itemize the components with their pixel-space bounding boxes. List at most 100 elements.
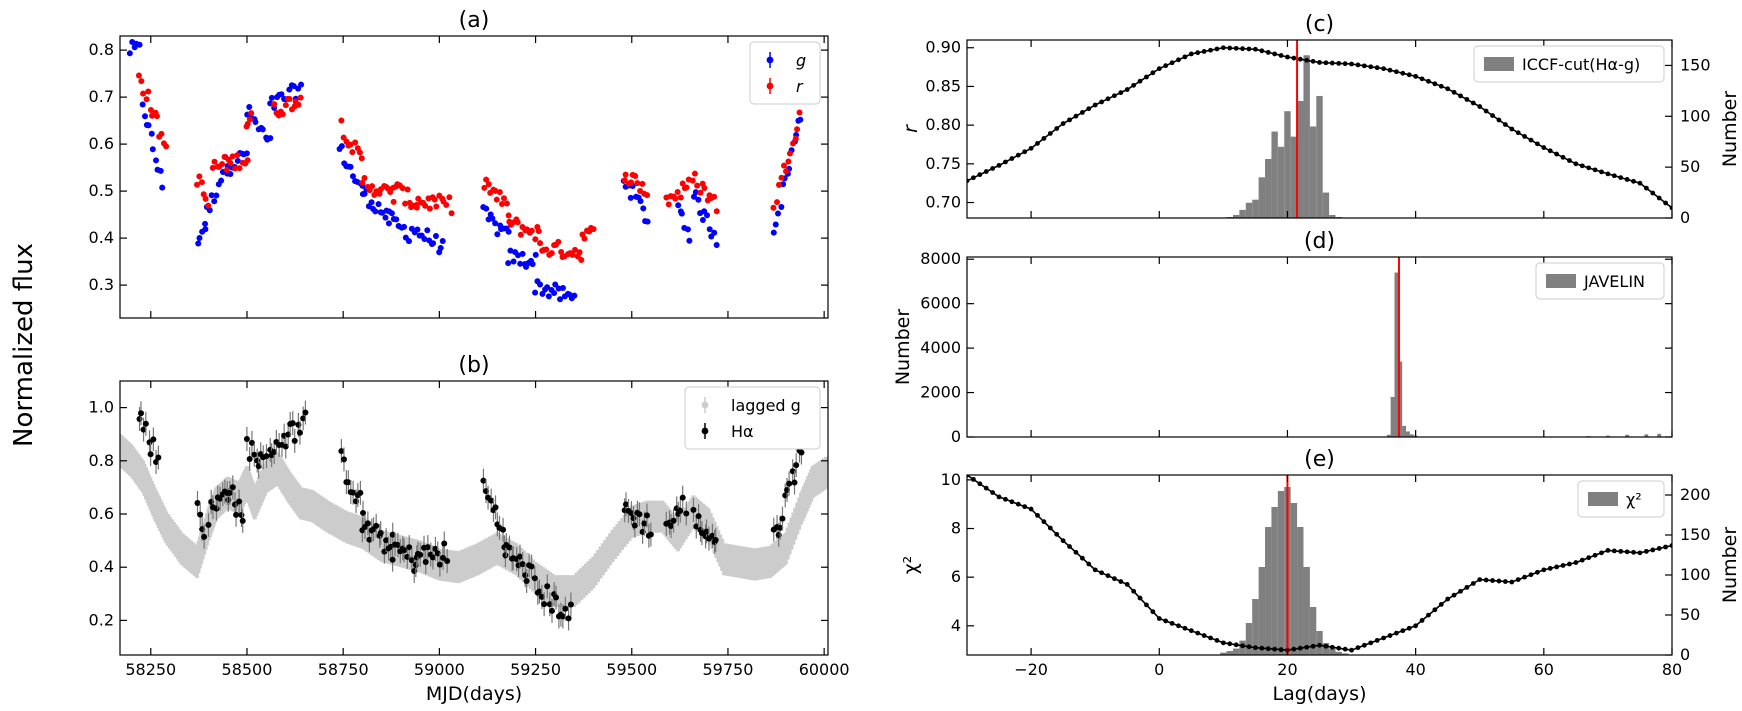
r-point [485, 181, 492, 188]
axes-frame [966, 256, 1673, 438]
lagged-g-point [394, 533, 399, 566]
g-point [196, 234, 203, 241]
y-tick-label: 0.8 [89, 451, 114, 470]
halpha-point [793, 462, 800, 469]
histogram-bar [1220, 652, 1227, 655]
lagged-g-point [600, 543, 605, 576]
r-point [433, 203, 440, 210]
curve-point [1586, 165, 1592, 171]
r-point [581, 235, 588, 242]
r-point [163, 143, 170, 150]
curve-point [1432, 81, 1438, 87]
lagged-g-point [379, 529, 384, 562]
r-point [621, 177, 628, 184]
curve-point [1400, 70, 1406, 76]
x-tick-label: 58500 [222, 660, 273, 679]
r-point [376, 190, 383, 197]
lagged-g-point [442, 549, 447, 582]
r-point [786, 150, 793, 157]
lagged-g-point [325, 500, 330, 533]
curve-point [1208, 635, 1213, 641]
halpha-point [300, 415, 307, 422]
histogram-bar [1245, 623, 1253, 655]
curve-point [1182, 625, 1188, 631]
halpha-point [434, 550, 441, 557]
curve-point [1285, 54, 1290, 60]
r-point [347, 141, 354, 148]
curve-point [1278, 53, 1284, 58]
curve-point [1195, 630, 1201, 636]
curve-point [1073, 549, 1079, 555]
g-point [267, 135, 274, 142]
curve-point [1419, 76, 1425, 82]
curve-point [1547, 148, 1553, 154]
r-point [794, 126, 801, 133]
g-point [711, 229, 718, 236]
halpha-point [291, 437, 298, 444]
curve-point [1355, 62, 1361, 68]
lagged-g-point [454, 550, 459, 583]
legend-label: g [796, 51, 806, 70]
g-point [349, 173, 356, 180]
r-point [413, 202, 420, 209]
g-point [532, 289, 539, 296]
curve-point [1176, 623, 1181, 629]
g-point [382, 214, 389, 221]
r-point [422, 202, 429, 209]
y-tick-label: 0 [951, 427, 961, 446]
lagged-g-point [372, 524, 377, 557]
histogram-bar [1625, 434, 1630, 437]
g-point [483, 205, 490, 212]
curve-point [1567, 561, 1572, 567]
curve-point [1445, 596, 1451, 602]
halpha-point [197, 511, 204, 518]
g-point [202, 220, 209, 227]
curve-point [1009, 499, 1015, 505]
r-point [569, 251, 576, 258]
r-point [496, 189, 503, 196]
legend-marker [766, 82, 774, 90]
plot-area [967, 475, 1672, 655]
r-point [499, 200, 506, 207]
r-point [404, 186, 411, 193]
curve-point [1112, 576, 1117, 582]
halpha-point [389, 531, 396, 538]
curve-point [1515, 577, 1521, 582]
y2-axis-label: Number [1719, 91, 1741, 168]
curve-point [1099, 99, 1104, 105]
r-point [205, 202, 212, 209]
curve-point [1361, 642, 1367, 648]
r-point [770, 204, 777, 211]
lagged-g-point [538, 565, 543, 598]
g-point [690, 193, 697, 200]
lagged-g-point [463, 548, 468, 581]
panel-b: 58250 58500 58750 59000 59250 59500 59750 60000… [89, 353, 850, 705]
halpha-point [546, 601, 553, 608]
legend-marker [1484, 57, 1514, 71]
halpha-point [703, 528, 710, 535]
r-point [711, 193, 718, 200]
halpha-point [709, 532, 716, 539]
y-tick-label: 0.75 [925, 154, 961, 173]
halpha-point [246, 456, 253, 463]
r-point [402, 200, 409, 207]
legend-label: Hα [731, 422, 754, 441]
lagged-g-point [620, 518, 625, 550]
halpha-point [538, 593, 545, 600]
y-tick-label: 0.4 [89, 557, 114, 576]
r-point [271, 101, 278, 108]
r-point [295, 101, 302, 108]
curve-point [1342, 646, 1348, 652]
curve-point [1387, 67, 1393, 73]
curve-point [1643, 548, 1649, 554]
lagged-g-point [410, 538, 415, 571]
lagged-g-point [576, 570, 581, 603]
lagged-g-point [483, 539, 488, 572]
lagged-g-point [422, 542, 427, 575]
g-point [388, 210, 395, 217]
x-tick-label: 59250 [510, 660, 561, 679]
r-point [297, 94, 304, 101]
halpha-point [136, 415, 143, 422]
curve-point [1522, 134, 1527, 139]
y2-tick-label: 150 [1680, 55, 1711, 74]
